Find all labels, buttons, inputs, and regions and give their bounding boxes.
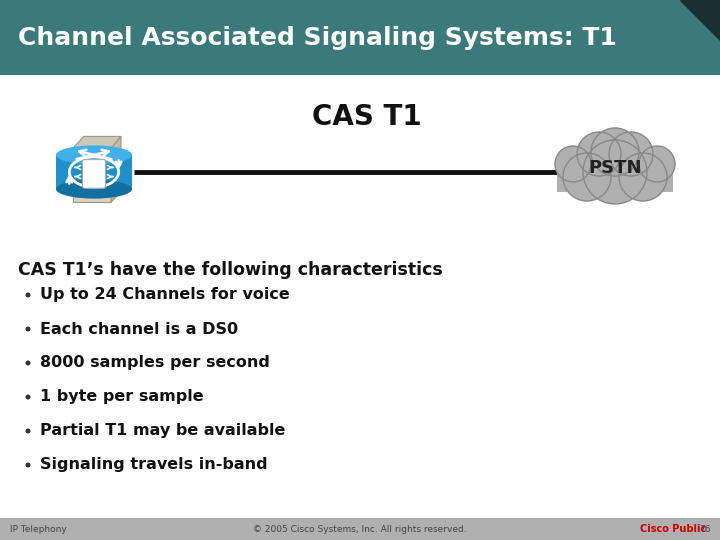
Ellipse shape: [56, 180, 132, 199]
Circle shape: [619, 153, 667, 201]
FancyBboxPatch shape: [79, 184, 86, 192]
Circle shape: [591, 128, 639, 176]
Circle shape: [25, 293, 30, 298]
Circle shape: [609, 132, 653, 176]
Text: 1 byte per sample: 1 byte per sample: [40, 389, 204, 404]
FancyBboxPatch shape: [92, 184, 100, 192]
Polygon shape: [111, 137, 121, 202]
Circle shape: [555, 146, 591, 182]
Text: Cisco Public: Cisco Public: [640, 524, 706, 534]
Text: Partial T1 may be available: Partial T1 may be available: [40, 423, 285, 438]
FancyBboxPatch shape: [557, 162, 673, 192]
Circle shape: [25, 429, 30, 434]
Circle shape: [25, 462, 30, 468]
FancyBboxPatch shape: [92, 167, 100, 175]
Text: Channel Associated Signaling Systems: T1: Channel Associated Signaling Systems: T1: [18, 25, 617, 50]
Text: Signaling travels in-band: Signaling travels in-band: [40, 457, 268, 472]
Circle shape: [583, 140, 647, 204]
FancyBboxPatch shape: [79, 167, 86, 175]
Circle shape: [25, 327, 30, 332]
FancyBboxPatch shape: [73, 148, 111, 166]
Circle shape: [577, 132, 621, 176]
Text: PSTN: PSTN: [588, 159, 642, 177]
Circle shape: [25, 361, 30, 366]
Text: © 2005 Cisco Systems, Inc. All rights reserved.: © 2005 Cisco Systems, Inc. All rights re…: [253, 524, 467, 534]
Text: 76: 76: [699, 524, 711, 534]
Text: CAS T1’s have the following characteristics: CAS T1’s have the following characterist…: [18, 261, 443, 279]
Polygon shape: [680, 0, 720, 40]
Text: 8000 samples per second: 8000 samples per second: [40, 355, 270, 370]
Text: Each channel is a DS0: Each channel is a DS0: [40, 321, 238, 336]
Text: CAS T1: CAS T1: [312, 103, 422, 131]
FancyBboxPatch shape: [0, 0, 720, 75]
FancyBboxPatch shape: [0, 518, 720, 540]
Ellipse shape: [56, 145, 132, 164]
Circle shape: [25, 395, 30, 400]
FancyBboxPatch shape: [83, 159, 106, 188]
Bar: [56, 155, 132, 189]
FancyBboxPatch shape: [73, 164, 111, 202]
Polygon shape: [73, 137, 121, 148]
Circle shape: [639, 146, 675, 182]
Text: Up to 24 Channels for voice: Up to 24 Channels for voice: [40, 287, 289, 302]
Text: IP Telephony: IP Telephony: [10, 524, 67, 534]
Circle shape: [563, 153, 611, 201]
